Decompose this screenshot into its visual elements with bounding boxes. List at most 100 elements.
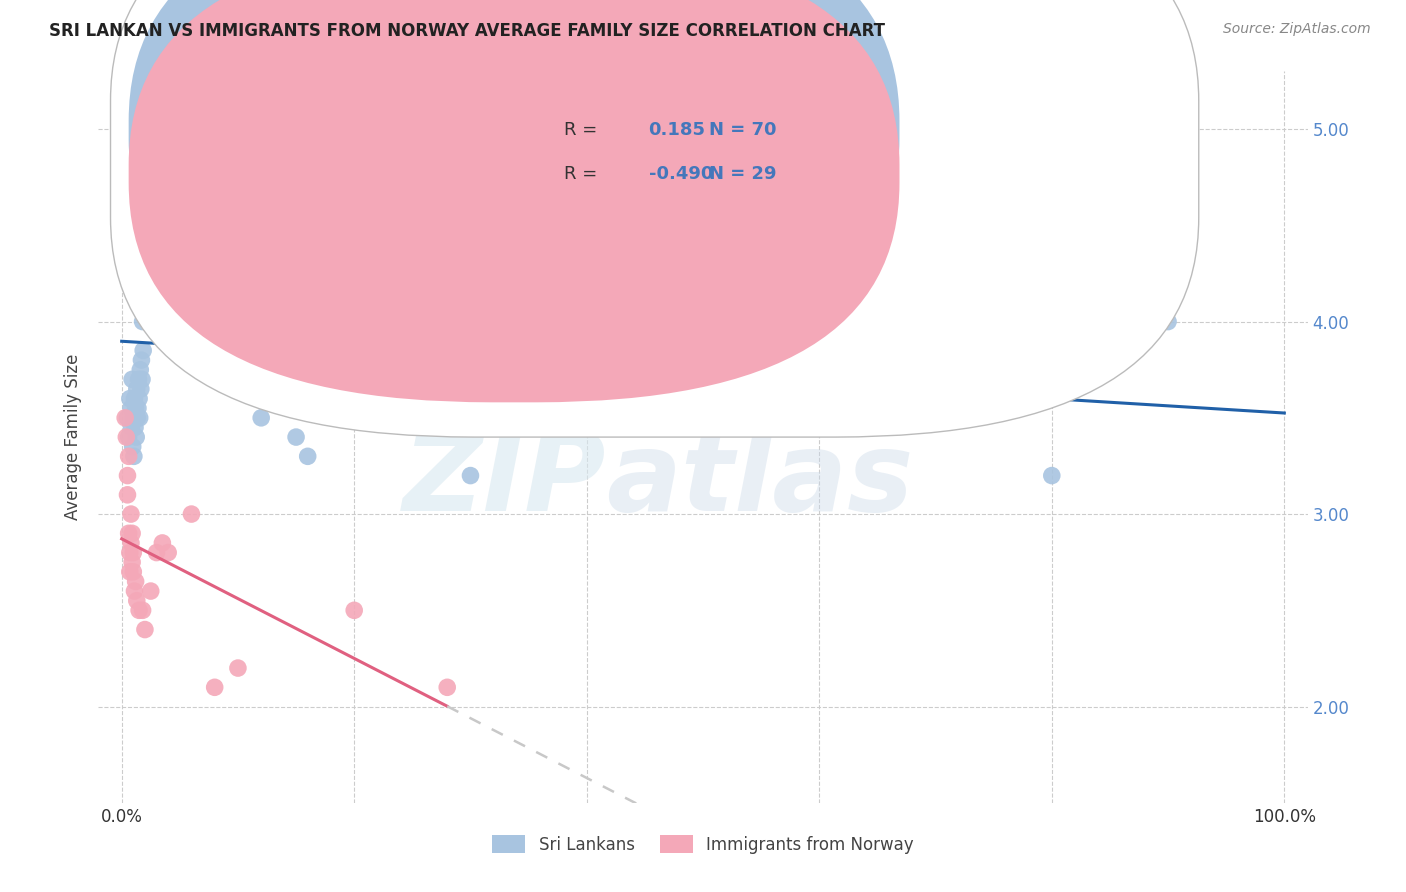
Point: [132, 343, 155, 358]
Point: [150, 219, 173, 233]
FancyBboxPatch shape: [129, 0, 900, 402]
Point: [145, 545, 167, 559]
Point: [180, 507, 202, 521]
Point: [250, 410, 273, 425]
Point: [120, 401, 142, 416]
Point: [297, 450, 319, 464]
Point: [125, 593, 148, 607]
Point: [136, 257, 159, 271]
Point: [157, 545, 180, 559]
Point: [866, 410, 889, 425]
Point: [134, 276, 156, 290]
Point: [131, 372, 153, 386]
Point: [180, 247, 202, 261]
Point: [127, 401, 149, 416]
Point: [115, 430, 138, 444]
Point: [121, 420, 143, 434]
Point: [174, 189, 197, 203]
Point: [117, 410, 139, 425]
Text: N = 29: N = 29: [709, 165, 776, 183]
Point: [221, 276, 243, 290]
Point: [517, 353, 540, 368]
Point: [436, 681, 458, 695]
Point: [129, 362, 152, 376]
Point: [125, 430, 148, 444]
Point: [118, 430, 141, 444]
Text: SRI LANKAN VS IMMIGRANTS FROM NORWAY AVERAGE FAMILY SIZE CORRELATION CHART: SRI LANKAN VS IMMIGRANTS FROM NORWAY AVE…: [49, 22, 886, 40]
Point: [389, 334, 412, 348]
Point: [118, 526, 141, 541]
Point: [226, 661, 249, 675]
Legend: Sri Lankans, Immigrants from Norway: Sri Lankans, Immigrants from Norway: [485, 829, 921, 860]
Point: [226, 353, 249, 368]
Point: [121, 372, 143, 386]
Point: [413, 353, 436, 368]
Point: [139, 276, 162, 290]
Point: [285, 430, 308, 444]
Point: [139, 584, 162, 599]
Point: [262, 295, 284, 310]
Text: R =: R =: [564, 121, 603, 139]
Point: [131, 353, 153, 368]
Point: [319, 353, 342, 368]
Point: [204, 681, 226, 695]
Point: [128, 372, 150, 386]
Point: [134, 623, 156, 637]
Point: [124, 401, 146, 416]
Point: [118, 450, 141, 464]
Point: [191, 295, 214, 310]
Point: [143, 219, 166, 233]
Point: [145, 209, 167, 223]
Point: [148, 199, 170, 213]
Point: [121, 440, 143, 454]
Point: [131, 315, 153, 329]
Point: [668, 372, 690, 386]
Point: [120, 536, 142, 550]
Point: [716, 334, 738, 348]
Text: Source: ZipAtlas.com: Source: ZipAtlas.com: [1223, 22, 1371, 37]
Point: [118, 565, 141, 579]
Point: [209, 372, 232, 386]
Point: [155, 257, 177, 271]
Point: [124, 574, 146, 589]
FancyBboxPatch shape: [129, 0, 900, 359]
Point: [121, 555, 143, 569]
Point: [118, 392, 141, 406]
Point: [186, 334, 208, 348]
Text: N = 70: N = 70: [709, 121, 776, 139]
Point: [343, 372, 366, 386]
Point: [122, 545, 145, 559]
Point: [553, 372, 575, 386]
Text: -0.490: -0.490: [648, 165, 713, 183]
Point: [118, 545, 141, 559]
Point: [460, 468, 482, 483]
Point: [128, 603, 150, 617]
Point: [128, 410, 150, 425]
Point: [131, 603, 153, 617]
Point: [215, 334, 238, 348]
Point: [124, 584, 146, 599]
Point: [122, 410, 145, 425]
Point: [762, 353, 785, 368]
Point: [343, 603, 366, 617]
Point: [239, 315, 262, 329]
Point: [169, 276, 191, 290]
Point: [124, 392, 146, 406]
Point: [599, 392, 621, 406]
Point: [204, 315, 226, 329]
Point: [120, 507, 142, 521]
Text: ZIP: ZIP: [402, 427, 606, 534]
FancyBboxPatch shape: [111, 0, 1199, 437]
Point: [1157, 315, 1180, 329]
Point: [163, 199, 186, 213]
Text: atlas: atlas: [606, 427, 914, 534]
Point: [179, 219, 201, 233]
Point: [128, 392, 150, 406]
Point: [125, 382, 148, 396]
Point: [159, 179, 181, 194]
Point: [127, 410, 149, 425]
Point: [124, 420, 146, 434]
Point: [117, 468, 139, 483]
Point: [150, 536, 173, 550]
Text: 0.185: 0.185: [648, 121, 706, 139]
